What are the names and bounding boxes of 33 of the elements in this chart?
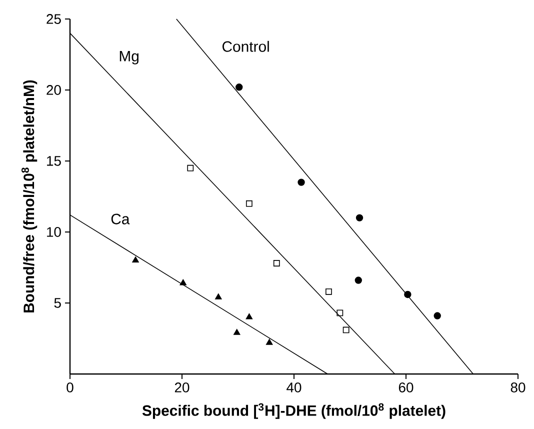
point xyxy=(266,338,273,345)
point xyxy=(342,326,350,334)
point xyxy=(356,214,364,222)
point xyxy=(404,290,412,298)
point xyxy=(236,84,243,91)
point xyxy=(132,256,139,262)
y-tick-label: 5 xyxy=(54,298,61,308)
y-tick-label: 20 xyxy=(46,85,61,95)
x-tick-label: 60 xyxy=(398,382,414,392)
y-tick-label: 10 xyxy=(47,227,61,237)
y-tick-label: 15 xyxy=(47,156,61,166)
point xyxy=(180,279,186,286)
x-tick-label: 20 xyxy=(174,382,190,392)
series-label: Mg xyxy=(120,50,138,64)
series-label: Ca xyxy=(111,214,130,224)
x-axis-title: Specific bound [$^{3}$H]-DHE (fmol/10$^{8}$ platelet) xyxy=(142,403,446,419)
point xyxy=(187,164,194,172)
point xyxy=(298,178,305,186)
x-tick-label: 80 xyxy=(510,382,526,392)
point xyxy=(434,312,441,320)
point xyxy=(246,313,253,320)
point xyxy=(326,288,332,295)
y-axis-title: Bound/free (fmol/10$^{8}$ platelet/nM) xyxy=(22,80,38,312)
x-tick-label: 0 xyxy=(66,382,74,392)
series-label: Control xyxy=(222,40,269,52)
y-tick-label: 25 xyxy=(46,14,61,24)
point xyxy=(246,200,252,207)
point xyxy=(354,276,362,284)
point xyxy=(336,310,344,316)
point xyxy=(273,260,280,266)
point xyxy=(215,294,222,300)
x-tick-label: 40 xyxy=(286,382,302,392)
point xyxy=(234,329,240,335)
